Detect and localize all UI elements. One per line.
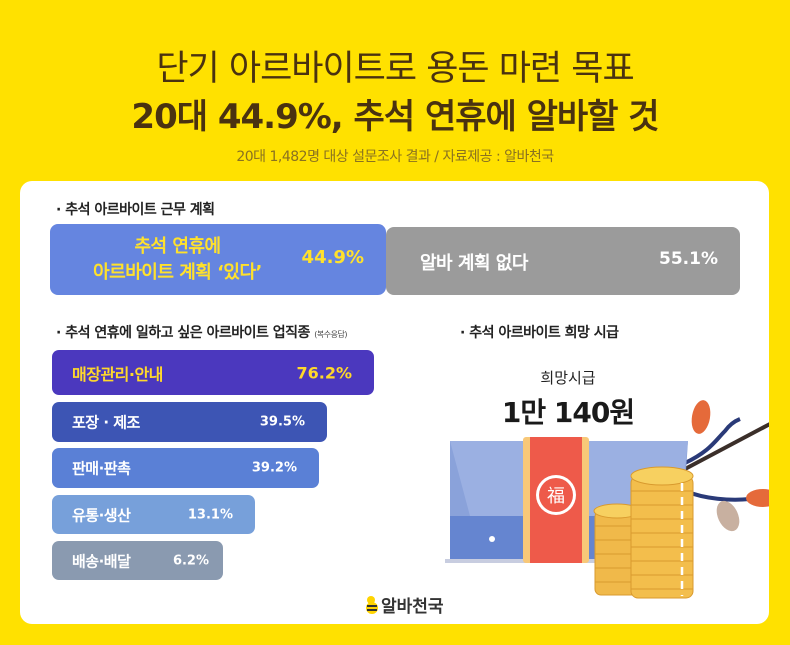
- envelope-coins-illustration: 福: [445, 400, 769, 599]
- job-bar-label: 유통·생산: [72, 506, 131, 524]
- albacheonguk-logo: 알바천국: [365, 592, 444, 617]
- job-bar-value: 6.2%: [172, 553, 209, 568]
- plan-yes-label: 추석 연휴에 아르바이트 계획 ‘있다’: [93, 236, 262, 283]
- branch-leaves-icon: [684, 400, 769, 532]
- plan-no-label: 알바 계획 없다: [420, 253, 528, 274]
- envelope-icon: 福: [445, 437, 688, 563]
- content-card: · 추석 아르바이트 근무 계획 추석 연휴에 아르바이트 계획 ‘있다’ 44…: [20, 181, 769, 624]
- plan-yes-value: 44.9%: [301, 247, 364, 268]
- bee-icon: [366, 595, 378, 614]
- plan-yes-bar: 추석 연휴에 아르바이트 계획 ‘있다’ 44.9%: [50, 224, 386, 295]
- job-bar-3: 판매·판촉 39.2%: [52, 448, 319, 488]
- coin-stack-icon: [593, 466, 694, 599]
- job-bar-value: 13.1%: [187, 507, 233, 522]
- job-bar-value: 39.2%: [251, 460, 297, 476]
- job-bar-4: 유통·생산 13.1%: [52, 495, 255, 534]
- section-plan-label: · 추석 아르바이트 근무 계획: [56, 202, 215, 218]
- plan-no-value: 55.1%: [659, 249, 718, 269]
- subtitle: 20대 1,482명 대상 설문조사 결과 / 자료제공 : 알바천국: [236, 149, 554, 165]
- job-bar-label: 판매·판촉: [72, 459, 131, 478]
- plan-no-bar: 알바 계획 없다 55.1%: [386, 227, 740, 295]
- job-bar-1: 매장관리·안내 76.2%: [52, 350, 374, 395]
- job-bar-2: 포장 · 제조 39.5%: [52, 402, 327, 442]
- job-bar-label: 포장 · 제조: [72, 413, 140, 432]
- section-jobs-label: · 추석 연휴에 일하고 싶은 아르바이트 업직종 (복수응답): [56, 325, 347, 341]
- job-bar-value: 39.5%: [259, 414, 305, 430]
- title-line-2: 20대 44.9%, 추석 연휴에 알바할 것: [131, 97, 659, 137]
- job-bar-label: 배송·배달: [72, 552, 131, 570]
- wage-caption: 희망시급: [540, 369, 596, 387]
- svg-text:福: 福: [547, 486, 565, 507]
- job-bar-label: 매장관리·안내: [72, 364, 163, 384]
- multiple-answer-note: (복수응답): [314, 330, 347, 339]
- wage-value: 1만 140원: [501, 396, 635, 429]
- job-bar-5: 배송·배달 6.2%: [52, 541, 223, 580]
- section-wage-label: · 추석 아르바이트 희망 시급: [460, 325, 619, 341]
- title-line-1: 단기 아르바이트로 용돈 마련 목표: [156, 49, 634, 89]
- job-bar-value: 76.2%: [296, 363, 352, 382]
